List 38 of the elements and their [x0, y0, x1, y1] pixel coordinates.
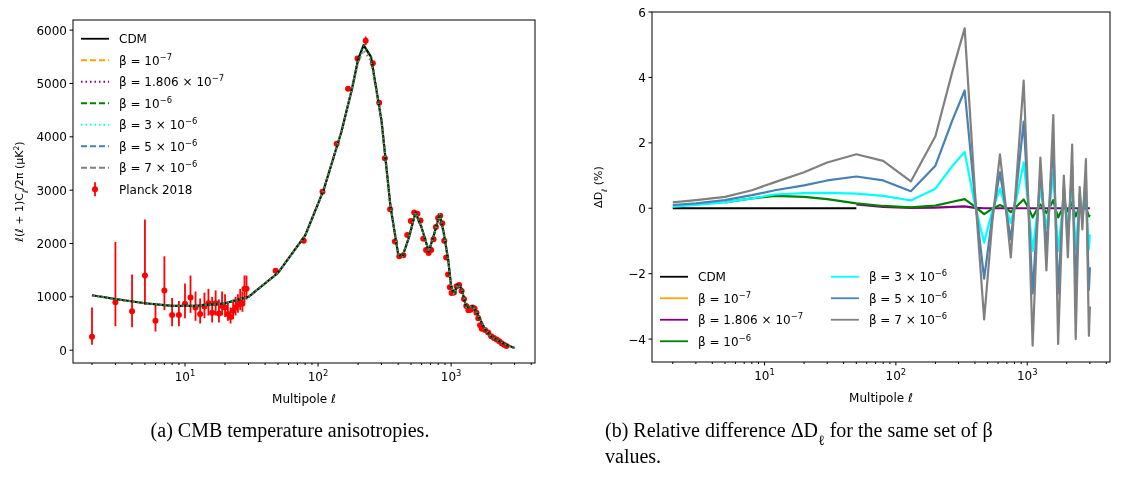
legend-label: β = 10$^{−6}$ — [698, 332, 751, 349]
x-axis-title: Multipole ℓ — [272, 392, 336, 406]
y-tick-label: 0 — [638, 201, 646, 216]
legend-label: β = 3 × 10$^{−6}$ — [119, 116, 198, 133]
x-tick-label: 10$^{2}$ — [885, 367, 907, 383]
x-tick-label: 10$^{1}$ — [754, 367, 775, 383]
text: (a) CMB temperature anisotropies. — [150, 419, 430, 442]
legend-label: CDM — [119, 32, 147, 47]
y-tick-label: 0 — [59, 343, 67, 358]
legend-label: Planck 2018 — [119, 182, 193, 197]
legend-label: β = 5 × 10$^{−6}$ — [119, 137, 198, 154]
legend-label: β = 5 × 10$^{−6}$ — [868, 289, 948, 306]
legend-label: β = 1.806 × 10$^{−7}$ — [698, 311, 804, 328]
legend-label: β = 3 × 10$^{−6}$ — [868, 268, 948, 285]
y-tick-label: −2 — [628, 267, 646, 282]
x-tick-label: 10$^{1}$ — [174, 368, 196, 384]
legend-label: β = 7 × 10$^{−6}$ — [119, 159, 198, 176]
legend-label: β = 10$^{−6}$ — [119, 94, 172, 111]
y-tick-label: 2000 — [36, 237, 67, 252]
legend-label: CDM — [698, 270, 726, 285]
y-tick-label: 3000 — [36, 183, 67, 198]
legend-label: β = 10$^{−7}$ — [698, 289, 751, 306]
y-tick-label: 5000 — [36, 76, 67, 91]
y-tick-label: 1000 — [36, 290, 67, 305]
x-tick-label: 10$^{2}$ — [307, 368, 329, 384]
x-tick-label: 10$^{3}$ — [440, 368, 462, 384]
x-tick-label: 10$^{3}$ — [1016, 367, 1038, 383]
y-tick-label: 4000 — [36, 130, 67, 145]
y-tick-label: 4 — [638, 70, 646, 85]
y-tick-label: 6 — [638, 5, 646, 20]
y-tick-label: 2 — [638, 136, 646, 151]
legend-label: β = 7 × 10$^{−6}$ — [868, 311, 948, 328]
text: (b) Relative difference ΔD$_{ℓ}$ for the same set of β values. — [605, 419, 993, 467]
legend-label: β = 10$^{−7}$ — [119, 51, 172, 68]
legend-label: β = 1.806 × 10$^{−7}$ — [119, 73, 225, 90]
y-tick-label: −4 — [628, 332, 646, 347]
x-axis-title: Multipole ℓ — [849, 391, 913, 405]
y-tick-label: 6000 — [36, 23, 67, 38]
